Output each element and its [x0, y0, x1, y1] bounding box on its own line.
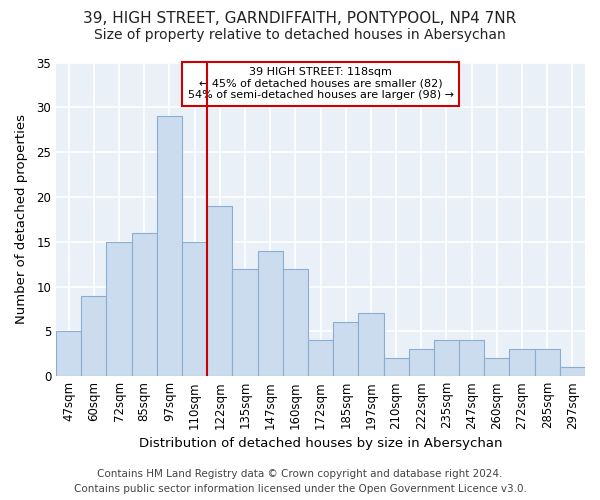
Bar — [509, 350, 535, 376]
X-axis label: Distribution of detached houses by size in Abersychan: Distribution of detached houses by size … — [139, 437, 502, 450]
Bar — [257, 250, 283, 376]
Bar — [409, 350, 434, 376]
Bar — [207, 206, 232, 376]
Bar — [434, 340, 459, 376]
Text: Size of property relative to detached houses in Abersychan: Size of property relative to detached ho… — [94, 28, 506, 42]
Bar — [459, 340, 484, 376]
Bar — [106, 242, 131, 376]
Bar — [560, 367, 585, 376]
Y-axis label: Number of detached properties: Number of detached properties — [15, 114, 28, 324]
Text: 39 HIGH STREET: 118sqm
← 45% of detached houses are smaller (82)
54% of semi-det: 39 HIGH STREET: 118sqm ← 45% of detached… — [188, 67, 454, 100]
Bar — [484, 358, 509, 376]
Bar — [333, 322, 358, 376]
Bar — [56, 332, 81, 376]
Text: 39, HIGH STREET, GARNDIFFAITH, PONTYPOOL, NP4 7NR: 39, HIGH STREET, GARNDIFFAITH, PONTYPOOL… — [83, 11, 517, 26]
Text: Contains HM Land Registry data © Crown copyright and database right 2024.
Contai: Contains HM Land Registry data © Crown c… — [74, 469, 526, 494]
Bar — [283, 268, 308, 376]
Bar — [182, 242, 207, 376]
Bar — [308, 340, 333, 376]
Bar — [535, 350, 560, 376]
Bar — [232, 268, 257, 376]
Bar — [358, 314, 383, 376]
Bar — [157, 116, 182, 376]
Bar — [81, 296, 106, 376]
Bar — [383, 358, 409, 376]
Bar — [131, 233, 157, 376]
